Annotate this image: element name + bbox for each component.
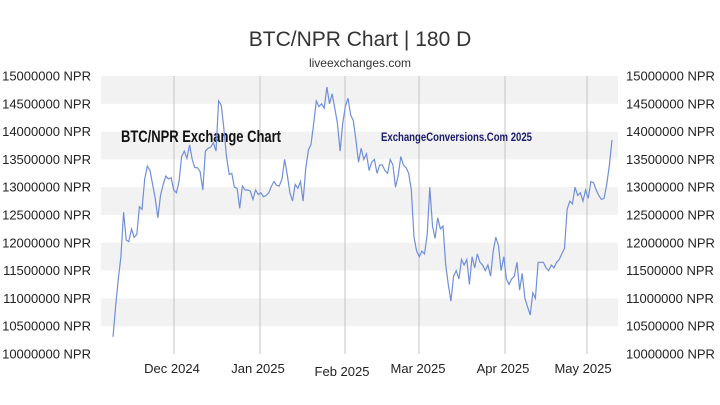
y-tick-label-left: 13000000 NPR (2, 180, 91, 195)
y-tick-label-right: 10000000 NPR (626, 347, 715, 362)
y-tick-label-right: 13500000 NPR (626, 152, 715, 167)
x-tick-label: Mar 2025 (391, 361, 446, 376)
y-axis-right-ticks: 10000000 NPR 10500000 NPR 11000000 NPR 1150… (626, 69, 715, 362)
x-tick-label: Dec 2024 (144, 361, 200, 376)
y-tick-label-right: 11000000 NPR (626, 291, 714, 306)
chart-subtitle: liveexchanges.com (309, 56, 411, 70)
x-tick-label: Apr 2025 (477, 361, 530, 376)
x-tick-label: May 2025 (554, 361, 611, 376)
y-tick-label-left: 10500000 NPR (2, 319, 91, 334)
background-bands (101, 76, 618, 327)
y-tick-label-left: 11500000 NPR (3, 263, 91, 278)
y-tick-label-left: 10000000 NPR (2, 347, 91, 362)
y-tick-label-right: 14500000 NPR (626, 96, 715, 111)
y-tick-label-right: 10500000 NPR (626, 319, 715, 334)
y-tick-label-right: 12000000 NPR (626, 235, 715, 250)
vertical-gridlines (173, 76, 588, 354)
y-tick-label-right: 14000000 NPR (626, 124, 715, 139)
background-band (101, 242, 618, 271)
y-axis-left-ticks: 10000000 NPR 10500000 NPR 11000000 NPR 1150… (2, 69, 91, 362)
y-tick-label-right: 11500000 NPR (626, 263, 714, 278)
chart-title: BTC/NPR Chart | 180 D (249, 28, 472, 51)
y-tick-label-left: 15000000 NPR (2, 69, 91, 84)
y-tick-label-left: 13500000 NPR (2, 152, 91, 167)
y-tick-label-left: 14500000 NPR (2, 96, 91, 111)
watermark-right: ExchangeConversions.Com 2025 (381, 130, 532, 144)
y-tick-label-left: 11000000 NPR (3, 291, 91, 306)
y-tick-label-right: 12500000 NPR (626, 208, 715, 223)
series-line-btc-npr (112, 87, 613, 337)
y-tick-label-left: 12000000 NPR (2, 235, 91, 250)
background-band (101, 187, 618, 215)
x-tick-label: Jan 2025 (231, 361, 285, 376)
background-band (101, 76, 618, 104)
y-tick-label-left: 12500000 NPR (2, 208, 91, 223)
y-tick-label-right: 15000000 NPR (626, 69, 715, 84)
background-band (101, 298, 618, 327)
watermark-left: BTC/NPR Exchange Chart (121, 127, 281, 146)
y-tick-label-right: 13000000 NPR (626, 180, 715, 195)
y-tick-label-left: 14000000 NPR (2, 124, 91, 139)
x-axis-ticks: Dec 2024 Jan 2025 Feb 2025 Mar 2025 Apr 2025… (144, 361, 611, 379)
x-tick-label: Feb 2025 (315, 364, 370, 379)
